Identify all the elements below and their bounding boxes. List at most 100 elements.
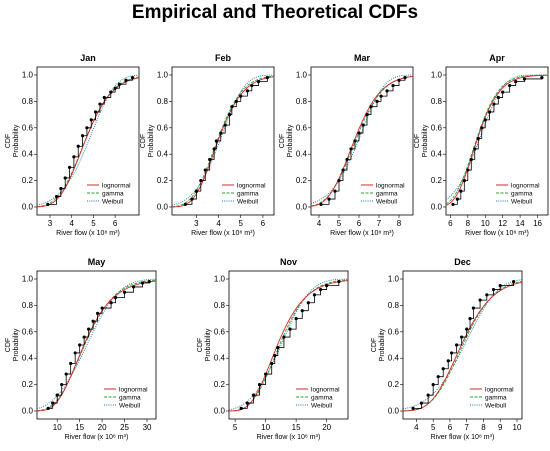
empirical-point xyxy=(540,76,544,80)
empirical-point xyxy=(87,327,91,331)
empirical-point xyxy=(251,393,256,397)
figure-title: Empirical and Theoretical CDFs xyxy=(131,2,419,23)
y-tick-label: 0.2 xyxy=(431,176,443,185)
empirical-point xyxy=(480,126,484,130)
y-axis-label-line: CDF xyxy=(5,338,12,352)
y-tick-label: 0.6 xyxy=(22,123,34,132)
legend-label: gamma xyxy=(119,394,141,401)
plot-frame xyxy=(36,66,140,216)
empirical-point xyxy=(385,89,389,93)
panel-title: Apr xyxy=(489,53,505,63)
weibull-curve xyxy=(446,74,548,201)
y-tick-label: 0.4 xyxy=(22,150,34,159)
empirical-point xyxy=(212,147,216,151)
y-tick-label: 1.0 xyxy=(22,71,34,80)
empirical-point xyxy=(183,202,187,206)
y-axis-label-line: CDF xyxy=(197,338,204,352)
y-tick-label: 0.0 xyxy=(296,203,308,212)
empirical-point xyxy=(100,306,104,310)
plot-area xyxy=(311,74,413,207)
empirical-point xyxy=(89,118,93,122)
legend-label: lognormal xyxy=(311,386,340,393)
plot-area xyxy=(37,278,156,412)
empirical-point xyxy=(122,290,127,294)
legend-label: lognormal xyxy=(376,182,405,189)
y-tick-label: 0.8 xyxy=(157,97,169,106)
y-tick-label: 1.0 xyxy=(22,275,34,284)
plot-frame xyxy=(171,66,275,216)
x-tick-label: 15 xyxy=(75,423,84,432)
legend-label: lognormal xyxy=(237,182,266,189)
legend-label: gamma xyxy=(485,394,507,401)
y-tick-label: 0.2 xyxy=(296,176,308,185)
x-tick-label: 6 xyxy=(357,219,362,228)
empirical-point xyxy=(59,186,63,191)
empirical-point xyxy=(208,157,212,162)
y-axis-label: CDF Probability xyxy=(5,124,20,157)
empirical-point xyxy=(51,401,55,405)
y-tick-label: 1.0 xyxy=(388,275,400,284)
weibull-curve xyxy=(229,278,348,411)
y-axis-label-line: CDF xyxy=(279,134,286,148)
y-axis-label-line: CDF xyxy=(414,134,421,148)
legend-label: Weibull xyxy=(376,198,398,205)
empirical-point xyxy=(234,99,238,103)
gamma-curve xyxy=(172,75,274,208)
empirical-point xyxy=(113,86,117,90)
empirical-point xyxy=(239,406,243,410)
empirical-point xyxy=(365,113,369,117)
empirical-point xyxy=(361,123,365,127)
y-tick-label: 0.2 xyxy=(157,176,169,185)
empirical-point xyxy=(522,77,527,81)
panel-feb: Feb 0.0 0.2 0.4 0.6 0.8 1.0 3 4 5 6 River flow (x 1… xyxy=(140,53,275,237)
x-axis-label: River flow (x 10⁸ m³) xyxy=(257,434,321,441)
empirical-point xyxy=(478,298,482,302)
y-tick-label: 0.4 xyxy=(431,150,443,159)
empirical-point xyxy=(46,202,50,206)
empirical-point xyxy=(98,102,102,106)
x-tick-label: 12 xyxy=(498,219,507,228)
empirical-point xyxy=(492,102,496,106)
y-axis-label-line: Probability xyxy=(287,124,294,157)
empirical-point xyxy=(327,197,331,201)
y-axis-label: CDF Probability xyxy=(197,328,212,361)
legend-label: gamma xyxy=(102,190,124,197)
empirical-point xyxy=(341,168,345,172)
y-axis-label-line: Probability xyxy=(422,124,429,157)
y-axis-label-line: Probability xyxy=(13,124,20,157)
empirical-point xyxy=(190,197,194,201)
empirical-point xyxy=(459,189,463,193)
empirical-point xyxy=(319,202,323,206)
plot-area xyxy=(37,74,139,208)
empirical-point xyxy=(294,317,298,321)
x-tick-label: 25 xyxy=(120,423,129,432)
y-axis-label: CDF Probability xyxy=(371,328,386,361)
empirical-step xyxy=(413,281,515,409)
empirical-point xyxy=(426,393,430,397)
empirical-point xyxy=(147,280,151,284)
y-tick-label: 0.6 xyxy=(296,123,308,132)
lognormal-curve xyxy=(403,281,522,412)
panel-may: May 0.0 0.2 0.4 0.6 0.8 1.0 10 15 20 25 30 River flo… xyxy=(5,257,157,441)
y-tick-label: 0.2 xyxy=(388,380,400,389)
empirical-point xyxy=(63,176,67,180)
x-tick-label: 4 xyxy=(317,219,322,228)
x-tick-label: 10 xyxy=(513,423,522,432)
weibull-curve xyxy=(37,74,139,206)
empirical-point xyxy=(476,136,480,140)
empirical-point xyxy=(483,118,487,122)
empirical-point xyxy=(419,401,424,405)
y-tick-label: 0.8 xyxy=(214,301,226,310)
lognormal-curve xyxy=(229,280,348,412)
empirical-point xyxy=(455,343,459,347)
x-tick-label: 4 xyxy=(414,423,419,432)
empirical-point xyxy=(462,179,466,183)
empirical-point xyxy=(60,383,64,387)
x-tick-label: 9 xyxy=(498,423,503,432)
plot-frame xyxy=(36,270,157,420)
legend-label: lognormal xyxy=(485,386,514,393)
empirical-point xyxy=(441,367,445,371)
